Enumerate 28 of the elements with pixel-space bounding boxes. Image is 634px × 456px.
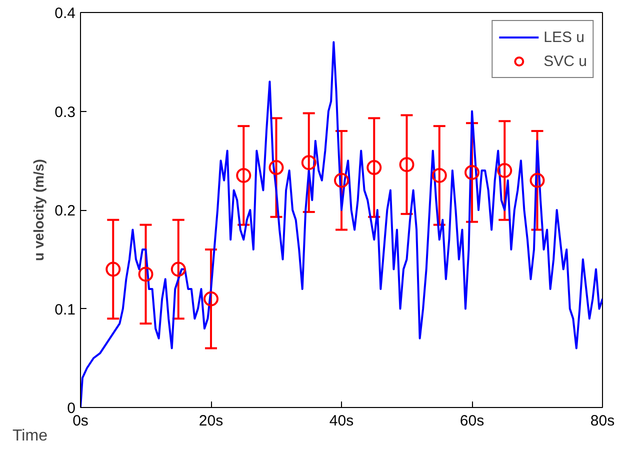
- x-tick-label: 20s: [198, 412, 224, 430]
- x-tick-label: 40s: [329, 412, 354, 430]
- x-tick-label: 60s: [460, 412, 484, 430]
- y-axis-title: u velocity (m/s): [30, 159, 47, 261]
- point: [301, 155, 316, 170]
- point: [399, 157, 414, 172]
- point: [204, 291, 218, 306]
- point: [432, 168, 447, 183]
- legend-label: LES u: [544, 28, 585, 46]
- point: [464, 164, 480, 180]
- point: [236, 168, 252, 183]
- point: [334, 172, 349, 188]
- x-tick-label: 0s: [72, 412, 88, 430]
- y-tick-label: 0.2: [54, 202, 76, 220]
- point: [530, 172, 545, 188]
- point: [268, 160, 284, 176]
- point: [106, 262, 121, 277]
- x-axis-title: Time: [12, 428, 48, 444]
- point: [170, 262, 186, 277]
- point: [366, 160, 382, 176]
- point: [138, 266, 154, 282]
- y-tick-label: 0.4: [54, 5, 76, 22]
- y-tick-label: 0: [67, 400, 76, 417]
- y-tick-label: 0.3: [54, 104, 76, 121]
- point: [497, 163, 512, 178]
- x-tick-label: 80s: [590, 412, 615, 430]
- legend-label: SVC u: [544, 52, 587, 70]
- y-tick-label: 0.1: [54, 301, 76, 318]
